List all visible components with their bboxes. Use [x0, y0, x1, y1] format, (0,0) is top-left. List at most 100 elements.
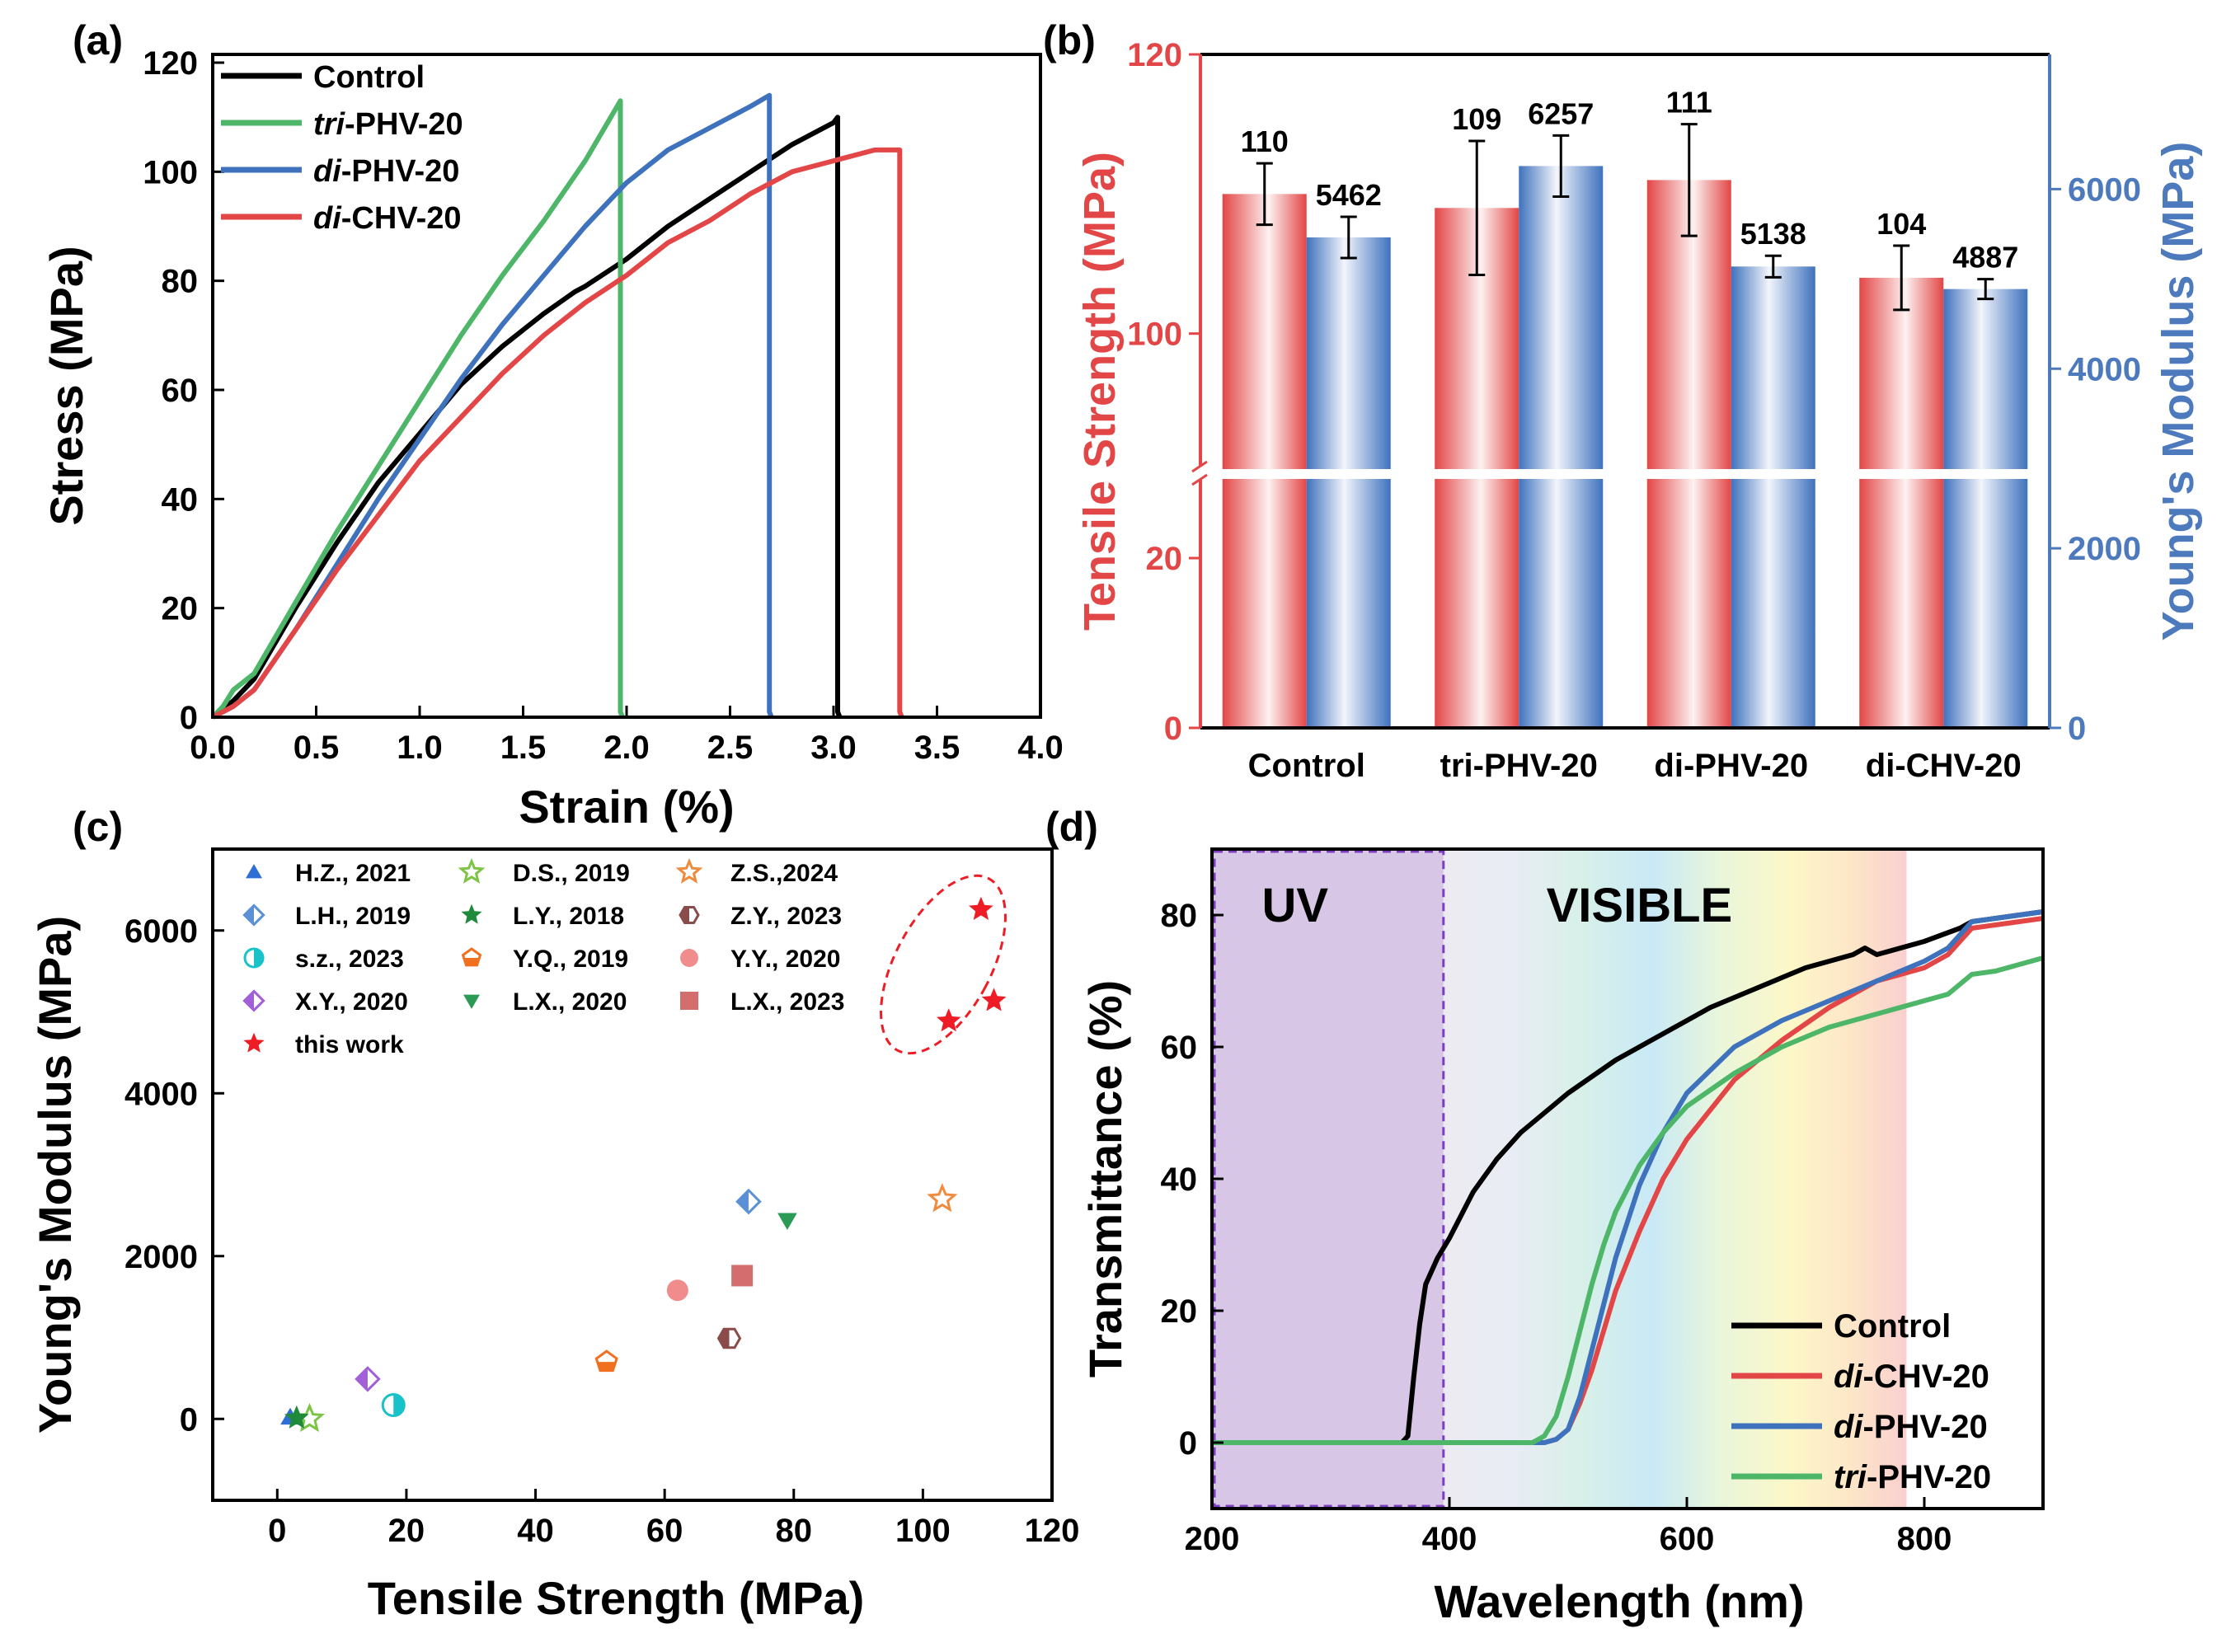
scatter-point-L.X., 2020	[777, 1213, 797, 1230]
y-right-tick-label: 6000	[2068, 171, 2141, 208]
y-left-tick-label: 100	[1127, 317, 1182, 353]
y-tick-label: 80	[1161, 898, 1198, 934]
bar-tensile-di-CHV-20	[1859, 277, 1944, 728]
x-tick-label: 1.0	[397, 730, 443, 766]
y-tick-label: 0	[180, 700, 198, 736]
x-category-label: di-CHV-20	[1866, 748, 2022, 784]
axis-break-mark	[1191, 473, 1208, 486]
y-tick-label: 100	[143, 154, 198, 190]
bar-tensile-di-PHV-20	[1646, 180, 1731, 728]
legend-label-Z.Y., 2023: Z.Y., 2023	[730, 903, 842, 930]
y-tick-label: 20	[1161, 1293, 1198, 1330]
data-label-tensile: 109	[1452, 102, 1501, 136]
series-line-Control	[211, 115, 843, 720]
series-line-Control	[1212, 909, 2044, 1445]
series-line-di-CHV-20	[211, 147, 904, 720]
legend-label-di-CHV-20: di-CHV-20	[1834, 1359, 1989, 1395]
legend-label-L.X., 2020: L.X., 2020	[513, 988, 627, 1016]
legend-marker-Y.Q., 2019-fill	[463, 958, 480, 965]
bar-tensile-tri-PHV-20	[1435, 208, 1519, 728]
axis-break-band	[1433, 469, 1605, 479]
bar-modulus-di-CHV-20	[1943, 289, 2028, 728]
data-label-modulus: 5138	[1740, 217, 1806, 251]
legend-marker-X.Y., 2020-fill	[244, 991, 254, 1011]
scatter-point-L.X., 2023	[731, 1265, 754, 1287]
y-tick-label: 0	[1179, 1425, 1197, 1462]
legend-label-tri-PHV-20: tri-PHV-20	[313, 107, 463, 142]
data-label-tensile: 111	[1666, 86, 1712, 120]
legend-label-di-PHV-20: di-PHV-20	[313, 154, 459, 189]
y-tick-label: 120	[143, 45, 198, 82]
x-tick-label: 3.0	[810, 730, 857, 766]
legend-marker-s.z., 2023-fill	[254, 949, 263, 967]
legend-marker-Z.S.,2024	[675, 857, 703, 884]
scatter-point-s.z., 2023-fill	[393, 1394, 405, 1416]
x-category-label: tri-PHV-20	[1440, 748, 1598, 784]
legend-marker-L.Y., 2018	[461, 903, 482, 924]
y-tick-label: 20	[162, 591, 199, 627]
y-axis-title: Stress (MPa)	[40, 246, 92, 525]
scatter-point-Y.Y., 2020	[666, 1279, 688, 1302]
x-axis-title: Strain (%)	[519, 781, 734, 833]
axis-break-band	[1220, 469, 1393, 479]
y-left-axis-title: Tensile Strength (MPa)	[1075, 152, 1125, 631]
y-tick-label: 80	[162, 264, 199, 300]
series-line-di-PHV-20	[1212, 909, 2044, 1445]
y-tick-label: 4000	[124, 1076, 198, 1112]
x-tick-label: 4.0	[1017, 730, 1064, 766]
y-tick-label: 6000	[124, 913, 198, 950]
panel-b-bar-chart: 110 5462 Control 109 6257 tri-PHV-20 111 5138 di…	[1075, 37, 2203, 784]
y-right-axis-title: Young's Modulus (MPa)	[2154, 142, 2203, 641]
axis-break-mark	[1191, 460, 1208, 473]
x-tick-label: 2.5	[707, 730, 754, 766]
x-tick-label: 80	[776, 1513, 813, 1549]
y-tick-label: 2000	[124, 1239, 198, 1275]
legend-label-X.Y., 2020: X.Y., 2020	[295, 988, 408, 1016]
legend-label-L.Y., 2018: L.Y., 2018	[513, 903, 624, 930]
scatter-point-this work	[969, 896, 993, 920]
x-tick-label: 2.0	[604, 730, 650, 766]
panel-label-c: (c)	[73, 804, 123, 850]
bar-modulus-tri-PHV-20	[1519, 166, 1604, 729]
legend-label-L.H., 2019: L.H., 2019	[295, 903, 411, 930]
panel-c-scatter-chart: 0 20 40 60 80 100 120 0 2000 4000 6000 Tensile Stre…	[29, 847, 1080, 1624]
x-axis-title: Wavelength (nm)	[1434, 1575, 1804, 1627]
bar-modulus-Control	[1306, 237, 1391, 729]
panel-a-stress-strain-chart: 0.0 0.5 1.0 1.5 2.0 2.5 3.0 3.5 4.0 0 20 40 60 80 100 1…	[40, 45, 1064, 833]
legend-marker-D.S., 2019	[458, 857, 486, 884]
x-tick-label: 200	[1185, 1521, 1240, 1557]
uv-region-border	[1213, 850, 1445, 1508]
legend-marker-L.X., 2020	[463, 994, 480, 1009]
x-tick-label: 120	[1025, 1513, 1080, 1549]
x-tick-label: 0.5	[294, 730, 340, 766]
x-tick-label: 3.5	[914, 730, 961, 766]
bar-modulus-di-PHV-20	[1731, 266, 1815, 728]
region-label-visible: VISIBLE	[1547, 879, 1733, 932]
legend-label-Z.S.,2024: Z.S.,2024	[730, 860, 838, 887]
data-label-tensile: 104	[1876, 207, 1926, 241]
legend-label-tri-PHV-20: tri-PHV-20	[1834, 1459, 1991, 1495]
scatter-point-this work	[981, 988, 1007, 1011]
x-tick-label: 600	[1660, 1521, 1715, 1557]
legend-label-D.S., 2019: D.S., 2019	[513, 860, 630, 887]
panel-label-a: (a)	[73, 17, 123, 63]
y-right-tick-label: 2000	[2068, 531, 2141, 567]
legend-label-Control: Control	[313, 60, 425, 95]
scatter-point-this work	[936, 1008, 961, 1032]
highlight-ellipse	[880, 874, 1007, 1055]
series-line-tri-PHV-20	[1212, 955, 2044, 1445]
legend-label-this work: this work	[295, 1031, 404, 1058]
legend-marker-this work	[243, 1032, 265, 1053]
y-tick-label: 60	[1161, 1030, 1198, 1066]
data-label-modulus: 5462	[1316, 178, 1382, 212]
axis-break-band	[1858, 469, 2030, 479]
data-label-modulus: 6257	[1528, 96, 1594, 130]
y-tick-label: 40	[1161, 1162, 1198, 1198]
scatter-point-Z.S.,2024	[927, 1183, 958, 1213]
y-axis-title: Transmittance (%)	[1079, 980, 1131, 1377]
y-left-tick-label: 0	[1164, 711, 1182, 747]
legend-label-di-PHV-20: di-PHV-20	[1834, 1409, 1988, 1445]
y-right-tick-label: 0	[2068, 711, 2086, 747]
panel-d-transmittance-chart: UV VISIBLE 200 400 600 800 0 20 40 60 80 Wavelength…	[1079, 847, 2045, 1627]
